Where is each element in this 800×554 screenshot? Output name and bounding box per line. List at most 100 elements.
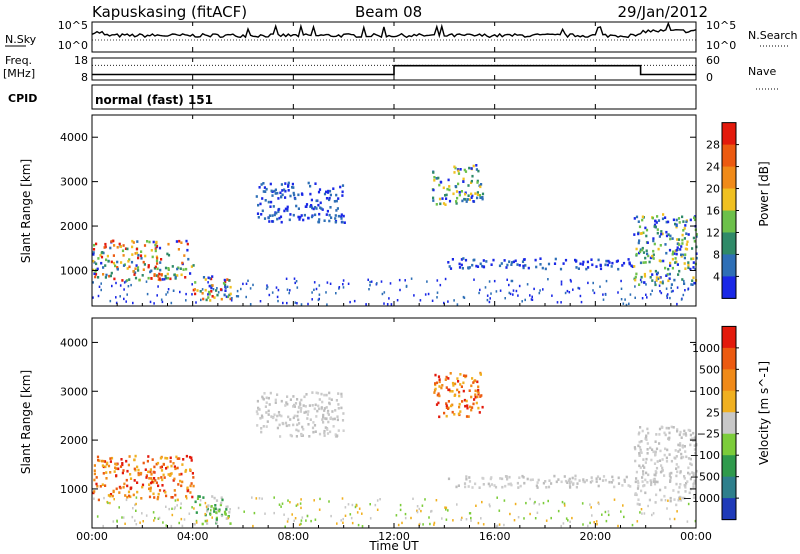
echo-cell [322,421,325,424]
echo-cell [623,478,626,482]
echo-cell [215,518,218,521]
echo-cell [604,263,607,267]
echo-cell [132,241,135,244]
echo-cell [654,281,656,284]
echo-cell [616,259,619,263]
echo-cell [138,278,141,282]
echo-cell [164,456,167,460]
echo-cell [646,481,649,484]
echo-cell [284,525,286,528]
echo-cell [95,242,98,246]
echo-cell [663,494,666,498]
echo-cell [476,390,479,393]
echo-cell [148,240,151,244]
echo-cell [476,380,479,384]
echo-cell [652,478,655,482]
echo-cell [658,427,662,431]
echo-cell [173,507,176,511]
echo-cell [578,287,581,290]
echo-cell [489,505,491,508]
echo-cell [659,276,662,279]
echo-cell [651,448,654,451]
echo-cell [676,470,679,474]
echo-cell [118,506,120,509]
echo-cell [462,295,465,299]
echo-cell [622,261,626,265]
echo-cell [126,293,128,296]
echo-cell [664,216,667,219]
echo-cell [668,277,671,280]
echo-cell [566,481,569,484]
echo-cell [102,273,105,276]
echo-cell [326,428,329,431]
echo-cell [601,513,603,516]
echo-cell [682,229,685,232]
echo-cell [165,467,168,470]
echo-cell [680,456,683,460]
echo-cell [470,181,473,184]
echo-cell [208,292,211,296]
echo-cell [430,510,432,513]
echo-cell [604,510,607,514]
echo-cell [643,281,645,284]
echo-cell [468,476,471,479]
echo-region [433,371,484,419]
echo-cell [147,264,150,267]
echo-cell [678,444,681,447]
echo-cell [660,464,663,467]
echo-cell [680,255,683,258]
echo-cell [189,484,192,488]
echo-cell [458,191,461,194]
echo-cell [170,301,173,305]
echo-cell [299,403,302,406]
echo-cell [628,261,631,264]
echo-cell [184,470,187,473]
echo-cell [292,423,295,427]
echo-cell [592,289,594,292]
echo-cell [229,508,231,511]
echo-cell [689,443,692,447]
echo-cell [123,297,125,301]
echo-cell [331,410,334,413]
echo-cell [125,280,127,283]
echo-cell [636,520,639,523]
echo-cell [688,491,691,495]
colorbar-segment [722,144,736,168]
echo-cell [141,274,144,277]
echo-cell [506,278,508,281]
echo-cell [457,172,461,175]
time-xticks: 00:00 04:00 08:00 12:00 16:00 20:00 00:00 [76,22,712,543]
echo-cell [215,520,218,524]
echo-cell [447,477,451,481]
echo-cell [123,288,125,291]
echo-cell [489,297,491,300]
echo-cell [457,484,460,487]
echo-cell [683,279,685,283]
echo-cell [545,519,548,522]
echo-cell [591,479,594,483]
echo-cell [175,455,178,459]
echo-cell [694,451,697,455]
echo-cell [529,512,531,516]
echo-cell [680,298,683,301]
echo-cell [666,294,668,297]
echo-cell [295,435,298,438]
echo-cell [157,477,160,480]
velocity-colorbar-label: Velocity [m s^-1] [757,361,771,465]
echo-cell [649,293,652,296]
echo-cell [137,468,140,472]
echo-cell [689,267,692,271]
echo-cell [524,264,527,267]
echo-cell [687,261,690,264]
colorbar-tick-label: 28 [706,139,720,152]
echo-cell [527,266,530,270]
echo-cell [258,186,261,189]
echo-cell [617,482,621,485]
echo-cell [672,218,675,222]
echo-cell [577,267,580,270]
echo-cell [668,436,671,440]
echo-cell [129,473,132,476]
echo-cell [638,452,641,455]
echo-cell [654,440,657,443]
echo-cell [674,261,677,264]
